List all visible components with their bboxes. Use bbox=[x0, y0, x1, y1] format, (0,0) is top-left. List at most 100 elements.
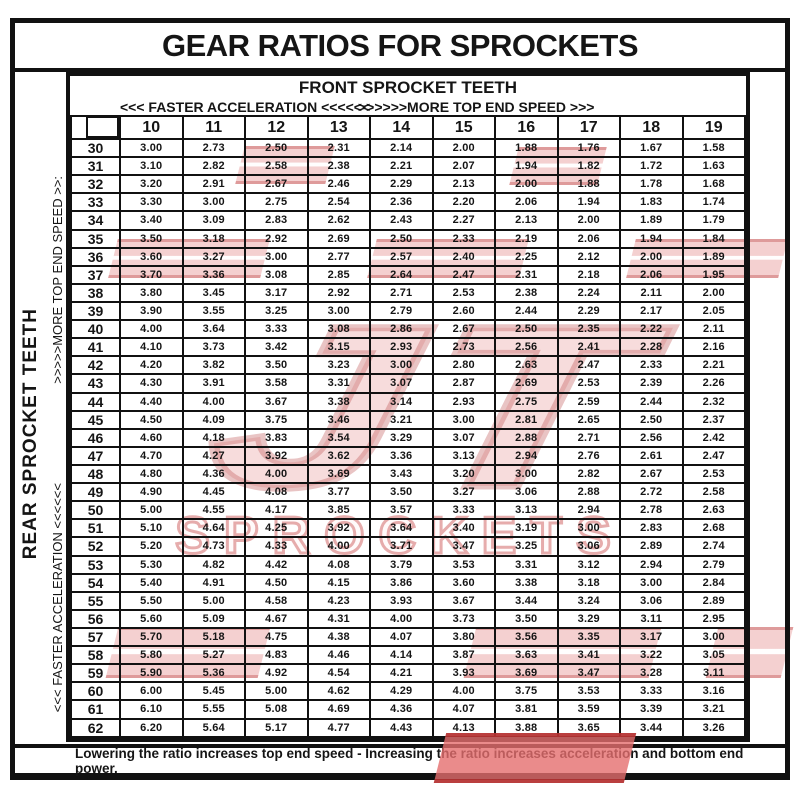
gear-ratio-cell: 2.69 bbox=[306, 228, 371, 249]
gear-ratio-cell: 3.00 bbox=[619, 572, 684, 593]
gear-ratio-cell: 3.13 bbox=[494, 500, 559, 521]
gear-ratio-cell: 3.33 bbox=[244, 319, 309, 340]
table-row: 45 4.50 4.09 3.75 3.46 3.21 3.00 2.81 2.65 2.50 2.… bbox=[70, 409, 746, 430]
gear-ratio-cell: 3.12 bbox=[556, 554, 621, 575]
gear-ratio-cell: 1.76 bbox=[556, 137, 621, 159]
gear-ratio-cell: 3.25 bbox=[494, 536, 559, 557]
gear-ratio-cell: 5.18 bbox=[181, 626, 246, 648]
gear-ratio-cell: 4.50 bbox=[244, 572, 309, 593]
gear-ratio-cell: 4.25 bbox=[244, 518, 309, 539]
gear-ratio-cell: 2.92 bbox=[306, 282, 371, 303]
table-row: 55 5.50 5.00 4.58 4.23 3.93 3.67 3.44 3.24 3.06 2.… bbox=[70, 590, 746, 611]
gear-ratio-cell: 2.83 bbox=[619, 518, 684, 539]
gear-ratio-cell: 1.94 bbox=[619, 228, 684, 249]
gear-ratio-cell: 1.79 bbox=[681, 210, 746, 231]
gear-ratio-cell: 2.60 bbox=[431, 300, 496, 322]
gear-ratio-cell: 2.11 bbox=[619, 282, 684, 303]
gear-ratio-cell: 2.95 bbox=[681, 608, 746, 629]
gear-ratio-cell: 4.77 bbox=[306, 717, 371, 738]
gear-ratio-cell: 3.22 bbox=[619, 645, 684, 666]
gear-ratio-cell: 3.13 bbox=[431, 445, 496, 466]
gear-ratio-cell: 1.58 bbox=[681, 137, 746, 159]
gear-ratio-cell: 3.41 bbox=[556, 645, 621, 666]
table-row: 52 5.20 4.73 4.33 4.00 3.71 3.47 3.25 3.06 2.89 2.… bbox=[70, 536, 746, 557]
gear-ratio-cell: 5.60 bbox=[119, 608, 184, 629]
gear-ratio-cell: 2.76 bbox=[556, 445, 621, 466]
gear-ratio-cell: 3.26 bbox=[681, 717, 746, 738]
gear-ratio-cell: 3.18 bbox=[181, 228, 246, 249]
table-row: 57 5.70 5.18 4.75 4.38 4.07 3.80 3.56 3.35 3.17 3.… bbox=[70, 626, 746, 648]
gear-ratio-cell: 3.07 bbox=[431, 427, 496, 448]
table-row: 31 3.10 2.82 2.58 2.38 2.21 2.07 1.94 1.82 1.72 1.… bbox=[70, 156, 746, 177]
gear-ratio-cell: 3.43 bbox=[369, 463, 434, 485]
rear-teeth-row-header: 40 bbox=[70, 319, 121, 340]
front-teeth-column-header: 12 bbox=[244, 115, 309, 140]
gear-ratio-cell: 3.28 bbox=[619, 663, 684, 684]
gear-ratio-table: 10 11 12 13 14 15 16 17 18 19 30 3.00 2.73 2.50 2.31 2… bbox=[70, 115, 746, 738]
gear-ratio-cell: 4.46 bbox=[306, 645, 371, 666]
gear-ratio-cell: 4.18 bbox=[181, 427, 246, 448]
gear-ratio-cell: 2.63 bbox=[494, 355, 559, 376]
gear-ratio-cell: 5.00 bbox=[181, 590, 246, 611]
gear-ratio-cell: 3.60 bbox=[431, 572, 496, 593]
gear-ratio-cell: 4.55 bbox=[181, 500, 246, 521]
gear-ratio-cell: 2.05 bbox=[681, 300, 746, 322]
gear-ratio-cell: 5.27 bbox=[181, 645, 246, 666]
gear-ratio-cell: 2.74 bbox=[681, 536, 746, 557]
rear-teeth-row-header: 37 bbox=[70, 264, 121, 285]
gear-ratio-cell: 5.50 bbox=[119, 590, 184, 611]
gear-ratio-cell: 5.10 bbox=[119, 518, 184, 539]
gear-ratio-cell: 4.07 bbox=[431, 699, 496, 720]
gear-ratio-cell: 3.83 bbox=[244, 427, 309, 448]
gear-ratio-cell: 2.25 bbox=[494, 246, 559, 267]
gear-ratio-cell: 1.88 bbox=[494, 137, 559, 159]
gear-ratio-cell: 2.28 bbox=[619, 337, 684, 358]
gear-ratio-cell: 1.74 bbox=[681, 192, 746, 213]
gear-ratio-cell: 3.40 bbox=[431, 518, 496, 539]
gear-ratio-cell: 2.89 bbox=[619, 536, 684, 557]
title-bar: GEAR RATIOS FOR SPROCKETS bbox=[15, 23, 785, 72]
rear-axis-direction-labels: >>>>>MORE TOP END SPEED >>: <<< FASTER A… bbox=[48, 176, 66, 712]
table-row: 51 5.10 4.64 4.25 3.92 3.64 3.40 3.19 3.00 2.83 2.… bbox=[70, 518, 746, 539]
gear-ratio-cell: 3.31 bbox=[306, 373, 371, 394]
gear-ratio-cell: 3.31 bbox=[494, 554, 559, 575]
gear-ratio-cell: 2.47 bbox=[681, 445, 746, 466]
gear-ratio-cell: 2.12 bbox=[556, 246, 621, 267]
gear-ratio-cell: 3.00 bbox=[556, 518, 621, 539]
page-title: GEAR RATIOS FOR SPROCKETS bbox=[161, 27, 639, 63]
gear-ratio-cell: 3.06 bbox=[556, 536, 621, 557]
gear-ratio-cell: 2.38 bbox=[494, 282, 559, 303]
rear-teeth-row-header: 58 bbox=[70, 645, 121, 666]
gear-ratio-cell: 4.30 bbox=[119, 373, 184, 394]
gear-ratio-cell: 3.81 bbox=[494, 699, 559, 720]
gear-ratio-cell: 2.38 bbox=[306, 156, 371, 177]
gear-ratio-cell: 3.38 bbox=[306, 391, 371, 412]
table-row: 40 4.00 3.64 3.33 3.08 2.86 2.67 2.50 2.35 2.22 2.… bbox=[70, 319, 746, 340]
gear-ratio-cell: 5.00 bbox=[244, 681, 309, 702]
gear-ratio-cell: 3.60 bbox=[119, 246, 184, 267]
rear-teeth-row-header: 50 bbox=[70, 500, 121, 521]
gear-ratio-cell: 4.23 bbox=[306, 590, 371, 611]
rear-teeth-row-header: 56 bbox=[70, 608, 121, 629]
table-row: 30 3.00 2.73 2.50 2.31 2.14 2.00 1.88 1.76 1.67 1.… bbox=[70, 137, 746, 159]
gear-ratio-cell: 2.00 bbox=[619, 246, 684, 267]
table-row: 59 5.90 5.36 4.92 4.54 4.21 3.93 3.69 3.47 3.28 3.… bbox=[70, 663, 746, 684]
gear-ratio-cell: 2.88 bbox=[494, 427, 559, 448]
gear-ratio-cell: 3.82 bbox=[181, 355, 246, 376]
gear-ratio-cell: 2.67 bbox=[619, 463, 684, 485]
gear-ratio-cell: 2.67 bbox=[431, 319, 496, 340]
gear-ratio-cell: 3.85 bbox=[306, 500, 371, 521]
gear-ratio-cell: 3.73 bbox=[181, 337, 246, 358]
gear-ratio-cell: 2.14 bbox=[369, 137, 434, 159]
grid-body: 30 3.00 2.73 2.50 2.31 2.14 2.00 1.88 1.76 1.67 1.… bbox=[70, 137, 746, 738]
gear-ratio-cell: 1.68 bbox=[681, 174, 746, 195]
rear-teeth-row-header: 57 bbox=[70, 626, 121, 648]
gear-ratio-cell: 2.92 bbox=[244, 228, 309, 249]
gear-ratio-cell: 1.88 bbox=[556, 174, 621, 195]
gear-ratio-cell: 2.73 bbox=[431, 337, 496, 358]
gear-ratio-cell: 3.71 bbox=[369, 536, 434, 557]
gear-ratio-cell: 2.33 bbox=[431, 228, 496, 249]
gear-ratio-cell: 3.63 bbox=[494, 645, 559, 666]
gear-ratio-cell: 2.78 bbox=[619, 500, 684, 521]
table-row: 42 4.20 3.82 3.50 3.23 3.00 2.80 2.63 2.47 2.33 2.… bbox=[70, 355, 746, 376]
